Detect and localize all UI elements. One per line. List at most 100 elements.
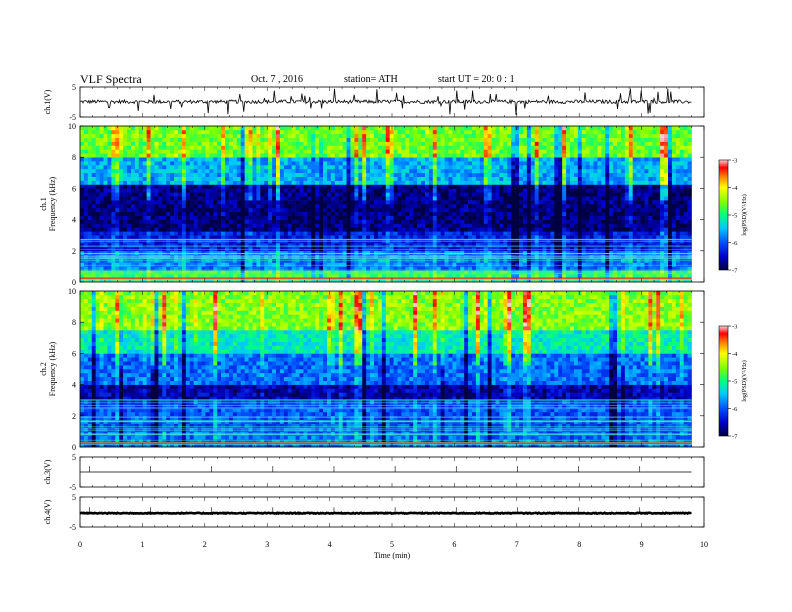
spectrogram-cell [80,172,85,177]
spectrogram-cell [181,262,187,267]
spectrogram-cell [448,192,453,197]
spectrogram-cell [103,223,108,228]
spectrogram-cell [228,153,234,158]
spectrogram-cell [142,141,147,146]
spectrogram-cell [460,211,465,216]
spectrogram-cell [464,227,469,232]
spectrogram-cell [440,243,445,248]
spectrogram-cell [374,266,379,271]
spectrogram-cell [405,258,410,263]
spectrogram-cell [538,184,543,189]
spectrogram-cell [495,215,500,220]
spectrogram-cell [158,274,163,279]
spectrogram-cell [550,266,555,271]
spectrogram-cell [401,262,406,267]
spectrogram-cell [260,246,265,252]
spectrogram-cell [295,137,300,142]
spectrogram-cell [452,153,457,158]
spectrogram-cell [479,192,485,197]
spectrogram-cell [338,184,343,189]
spectrogram-cell [181,126,187,131]
spectrogram-cell [256,196,261,201]
spectrogram-cell [260,270,265,275]
spectrogram-cell [91,246,96,252]
spectrogram-cell [397,200,402,205]
spectrogram-cell [236,243,242,248]
spectrogram-cell [130,207,136,213]
spectrogram-cell [299,184,304,189]
spectrogram-cell [95,180,100,185]
spectrogram-cell [495,246,500,252]
spectrogram-cell [111,235,116,240]
spectrogram-cell [507,129,512,135]
spectrogram-cell [170,246,175,252]
spectrogram-cell [174,204,179,209]
spectrogram-cell [440,161,445,166]
spectrogram-cell [252,231,257,236]
spectrogram-cell [319,137,324,142]
spectrogram-cell [138,219,144,224]
spectrogram-cell [268,243,273,248]
spectrogram-cell [291,149,296,154]
spectrogram-cell [472,196,477,201]
spectrogram-cell [111,168,116,174]
spectrogram-cell [103,262,108,267]
spectrogram-cell [95,161,100,166]
spectrogram-cell [377,129,383,135]
spectrogram-cell [213,211,218,216]
spectrogram-cell [475,204,481,209]
spectrogram-cell [385,137,390,142]
spectrogram-cell [534,270,539,275]
spectrogram-cell [444,200,449,205]
spectrogram-cell [530,165,536,170]
spectrogram-cell [252,270,257,275]
spectrogram-cell [542,188,547,193]
spectrogram-cell [479,157,485,162]
spectrogram-cell [189,204,194,209]
spectrogram-cell [323,192,328,197]
spectrogram-cell [342,176,347,181]
spectrogram-cell [495,274,500,279]
spectrogram-cell [83,227,89,232]
spectrogram-cell [444,270,449,275]
spectrogram-cell [421,219,426,224]
spectrogram-cell [115,266,120,271]
spectrogram-cell [338,161,343,166]
spectrogram-cell [503,200,508,205]
spectrogram-cell [507,192,512,197]
spectrogram-cell [522,250,528,255]
spectrogram-cell [468,161,473,166]
spectrogram-cell [87,168,93,174]
spectrogram-cell [260,129,265,135]
spectrogram-cell [483,165,488,170]
spectrogram-cell [554,161,559,166]
spectrogram-cell [393,270,398,275]
spectrogram-cell [428,180,434,185]
spectrogram-cell [170,133,175,138]
spectrogram-cell [228,157,234,162]
spectrogram-cell [130,149,136,154]
spectrogram-cell [326,235,332,240]
spectrogram-cell [225,153,230,158]
spectrogram-cell [295,258,300,263]
spectrogram-cell [303,211,308,216]
spectrogram-cell [99,243,104,248]
spectrogram-cell [491,266,496,271]
spectrogram-cell [91,180,96,185]
spectrogram-cell [389,204,394,209]
spectrogram-cell [362,227,367,232]
spectrogram-cell [389,172,394,177]
spectrogram-cell [256,207,261,213]
spectrogram-cell [475,211,481,216]
spectrogram-cell [417,274,422,279]
spectrogram-cell [354,141,359,146]
spectrogram-cell [499,243,504,248]
spectrogram-cell [385,262,390,267]
spectrogram-cell [424,168,430,174]
spectrogram-cell [362,137,367,142]
spectrogram-cell [405,161,410,166]
spectrogram-cell [542,235,547,240]
spectrogram-cell [283,165,289,170]
spectrogram-cell [370,207,375,213]
spectrogram-cell [350,192,355,197]
